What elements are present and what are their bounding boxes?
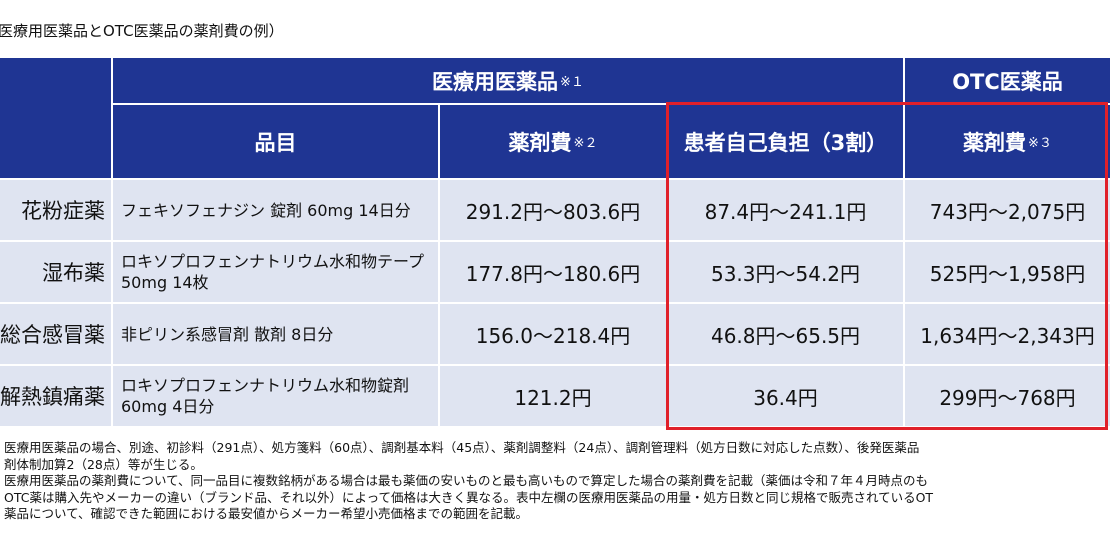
table-cell: 177.8円～180.6円 xyxy=(440,242,666,302)
group-header: 医療用医薬品 ※１ xyxy=(113,58,903,103)
header-note: ※１ xyxy=(560,75,584,90)
table-cell: 291.2円～803.6円 xyxy=(440,180,666,240)
title: 医療用医薬品とOTC医薬品の薬剤費の例） xyxy=(0,22,284,40)
cell-text: 121.2円 xyxy=(514,385,592,410)
note-line: 剤体制加算2（28点）等が生じる。 xyxy=(4,456,203,472)
highlight-box xyxy=(666,102,1108,430)
cell-text: 1,634円～2,343円 xyxy=(920,323,1095,348)
table-cell: 36.4円 xyxy=(668,366,903,426)
cell-text: ロキソプロフェンナトリウム水和物錠剤 60mg 4日分 xyxy=(121,376,410,416)
cell-text: 87.4円～241.1円 xyxy=(704,199,867,224)
column-header: 薬剤費 ※３ xyxy=(905,105,1110,178)
cell-text: 177.8円～180.6円 xyxy=(465,261,641,286)
cell-text: 湿布薬 xyxy=(42,261,105,285)
table-cell: フェキソフェナジン 錠剤 60mg 14日分 xyxy=(113,180,438,240)
header-text: 患者自己負担（3割） xyxy=(683,130,888,155)
row-label: 解熱鎮痛薬 xyxy=(0,366,111,426)
column-header: 薬剤費 ※２ xyxy=(440,105,666,178)
group-header: OTC医薬品 xyxy=(905,58,1110,103)
cell-text: 743円～2,075円 xyxy=(929,199,1086,224)
header-corner xyxy=(0,58,111,178)
table-cell: 53.3円～54.2円 xyxy=(668,242,903,302)
table-cell: 525円～1,958円 xyxy=(905,242,1110,302)
row-label: 湿布薬 xyxy=(0,242,111,302)
cell-text: 299円～768円 xyxy=(939,385,1076,410)
note-line: 医療用医薬品の場合、別途、初診料（291点）、処方箋料（60点）、調剤基本料（4… xyxy=(4,440,920,455)
header-note: ※２ xyxy=(573,136,598,151)
table-cell: 46.8円～65.5円 xyxy=(668,304,903,364)
table-cell: 299円～768円 xyxy=(905,366,1110,426)
table-cell: ロキソプロフェンナトリウム水和物錠剤 60mg 4日分 xyxy=(113,366,438,426)
header-text: 医療用医薬品 xyxy=(432,69,559,94)
table-cell: 非ピリン系感冒剤 散剤 8日分 xyxy=(113,304,438,364)
cell-text: 花粉症薬 xyxy=(21,199,105,223)
cell-text: 525円～1,958円 xyxy=(929,261,1086,286)
header-note: ※３ xyxy=(1028,136,1052,151)
table-cell: 156.0～218.4円 xyxy=(440,304,666,364)
cell-text: ロキソプロフェンナトリウム水和物テープ 50mg 14枚 xyxy=(121,252,425,292)
note-line: OTC薬は購入先やメーカーの違い（ブランド品、それ以外）によって価格は大きく異な… xyxy=(4,489,934,505)
table-cell: 743円～2,075円 xyxy=(905,180,1110,240)
header-text: 薬剤費 xyxy=(508,130,572,155)
cell-text: 53.3円～54.2円 xyxy=(710,261,861,286)
cell-text: 291.2円～803.6円 xyxy=(465,199,641,224)
header-text: 薬剤費 xyxy=(963,130,1027,155)
cell-text: 総合感冒薬 xyxy=(0,323,105,347)
table-cell: 121.2円 xyxy=(440,366,666,426)
cell-text: 46.8円～65.5円 xyxy=(710,323,861,348)
table-cell: 1,634円～2,343円 xyxy=(905,304,1110,364)
column-header: 患者自己負担（3割） xyxy=(668,105,903,178)
row-label: 総合感冒薬 xyxy=(0,304,111,364)
column-header: 品目 xyxy=(113,105,438,178)
note-line: 医療用医薬品の薬剤費について、同一品目に複数銘柄がある場合は最も薬価の安いものと… xyxy=(4,473,929,488)
cell-text: フェキソフェナジン 錠剤 60mg 14日分 xyxy=(121,200,411,220)
cell-text: 156.0～218.4円 xyxy=(475,323,631,348)
cell-text: 非ピリン系感冒剤 散剤 8日分 xyxy=(121,324,334,344)
note-line: 薬品について、確認できた範囲における最安値からメーカー希望小売価格までの範囲を記… xyxy=(4,506,529,521)
table-cell: 87.4円～241.1円 xyxy=(668,180,903,240)
row-label: 花粉症薬 xyxy=(0,180,111,240)
notes: 医療用医薬品の場合、別途、初診料（291点）、処方箋料（60点）、調剤基本料（4… xyxy=(4,440,933,523)
header-text: OTC医薬品 xyxy=(952,69,1063,94)
cell-text: 36.4円 xyxy=(753,385,818,410)
table-cell: ロキソプロフェンナトリウム水和物テープ 50mg 14枚 xyxy=(113,242,438,302)
header-text: 品目 xyxy=(254,130,297,155)
cell-text: 解熱鎮痛薬 xyxy=(0,385,105,409)
